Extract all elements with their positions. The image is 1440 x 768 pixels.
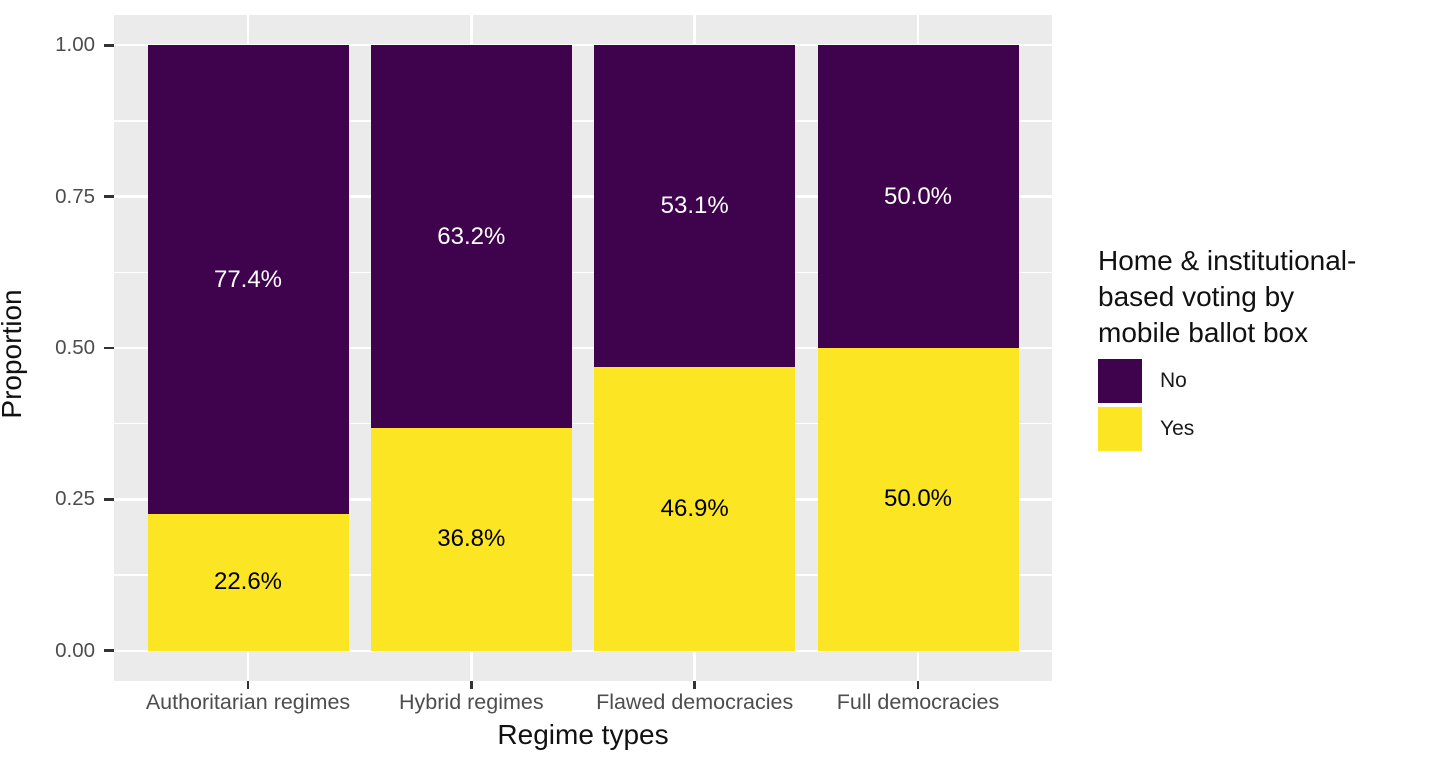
y-tick-mark: [104, 498, 114, 501]
x-tick-mark: [916, 681, 920, 689]
bar-label: 22.6%: [213, 568, 283, 596]
y-tick-label: 0.50: [55, 336, 95, 359]
x-tick-mark: [470, 681, 473, 689]
y-tick-label: 0.25: [55, 487, 95, 511]
legend-key-swatch: [1098, 359, 1142, 403]
legend-title: Home & institutional- based voting by mo…: [1098, 243, 1428, 351]
gridline-major: [114, 498, 1052, 501]
legend-key-swatch: [1098, 407, 1142, 451]
bar-label: 50.0%: [883, 182, 953, 210]
y-tick-mark: [104, 44, 114, 47]
y-tick-label: 0.00: [55, 638, 95, 662]
legend-entry-yes: Yes: [1098, 407, 1428, 451]
x-tick-label: Hybrid regimes: [399, 690, 544, 714]
y-tick-label: 1.00: [55, 33, 95, 57]
gridline-major: [114, 44, 1052, 47]
bar-segment-yes: [594, 366, 796, 651]
gridline-minor: [114, 423, 1052, 425]
y-tick-mark: [104, 346, 114, 350]
x-tick-mark: [693, 681, 696, 689]
x-tick-label: Flawed democracies: [596, 690, 794, 714]
bar-segment-no: [147, 45, 349, 514]
y-tick-mark: [104, 649, 114, 652]
legend-title-line: Home & institutional-: [1098, 245, 1357, 276]
gridline-major: [114, 346, 1052, 350]
gridline-minor: [114, 271, 1052, 273]
x-tick-mark: [246, 681, 250, 689]
bar-segment-yes: [147, 513, 349, 651]
bar-segment-no: [370, 45, 572, 428]
legend-title-line: based voting by: [1098, 281, 1295, 312]
gridline-major: [114, 195, 1052, 198]
bar-label: 63.2%: [437, 222, 506, 250]
bar-segment-yes: [817, 348, 1019, 651]
legend-entry-label: Yes: [1160, 417, 1195, 440]
y-tick-label: 0.75: [55, 184, 95, 208]
bar-label: 50.0%: [883, 485, 953, 513]
x-tick-label: Authoritarian regimes: [145, 690, 351, 714]
legend-entries: No Yes: [1098, 359, 1428, 451]
y-tick-mark: [104, 195, 114, 198]
bar-label: 36.8%: [437, 525, 506, 553]
legend: Home & institutional- based voting by mo…: [1098, 243, 1428, 455]
bar-label: 77.4%: [213, 265, 283, 293]
gridline-minor: [114, 120, 1052, 122]
bar-segment-no: [817, 45, 1019, 348]
bar-segment-no: [594, 45, 796, 367]
x-tick-label: Full democracies: [836, 690, 1000, 714]
gridline-major: [114, 649, 1052, 652]
bar-label: 46.9%: [660, 494, 729, 522]
x-axis-title: Regime types: [497, 719, 669, 750]
legend-entry-label: No: [1160, 369, 1187, 392]
legend-title-line: mobile ballot box: [1098, 317, 1309, 348]
bar-label: 53.1%: [660, 192, 729, 220]
bar-segment-yes: [370, 427, 572, 651]
legend-entry-no: No: [1098, 359, 1428, 403]
gridline-minor: [114, 574, 1052, 576]
